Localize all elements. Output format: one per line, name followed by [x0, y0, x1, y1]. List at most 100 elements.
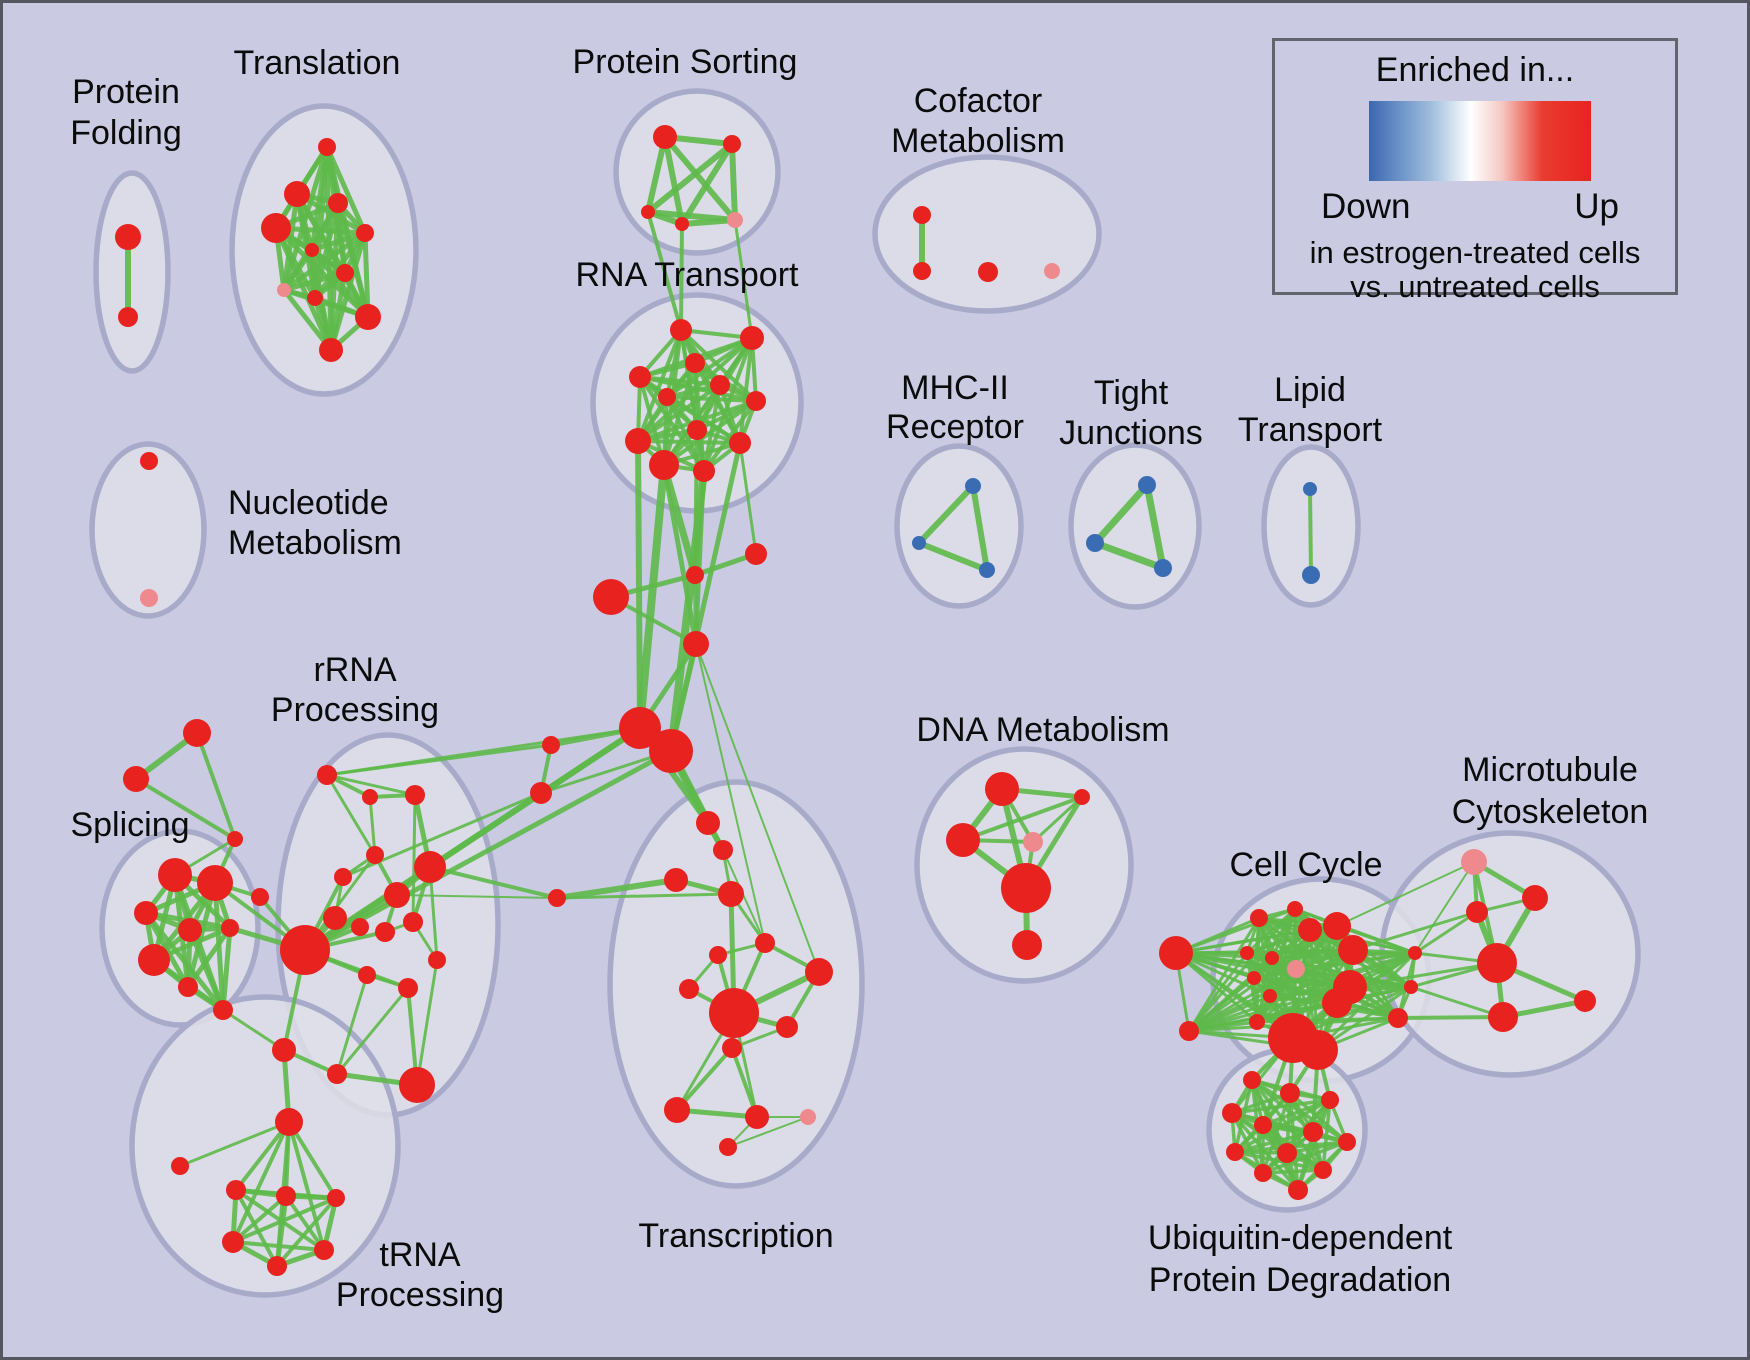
gene-set-node[interactable] — [1226, 1143, 1244, 1161]
gene-set-node[interactable] — [272, 1038, 296, 1062]
gene-set-node[interactable] — [1323, 912, 1351, 940]
gene-set-node[interactable] — [1338, 935, 1368, 965]
gene-set-node[interactable] — [267, 1256, 287, 1276]
gene-set-node[interactable] — [1249, 1014, 1265, 1030]
gene-set-node[interactable] — [718, 881, 744, 907]
gene-set-node[interactable] — [384, 882, 410, 908]
gene-set-node[interactable] — [178, 977, 198, 997]
gene-set-node[interactable] — [625, 428, 651, 454]
gene-set-node[interactable] — [1314, 1161, 1332, 1179]
gene-set-node[interactable] — [1461, 849, 1487, 875]
gene-set-node[interactable] — [1404, 980, 1418, 994]
gene-set-node[interactable] — [776, 1016, 798, 1038]
gene-set-node[interactable] — [727, 212, 743, 228]
gene-set-node[interactable] — [1280, 1083, 1300, 1103]
gene-set-node[interactable] — [138, 944, 170, 976]
gene-set-node[interactable] — [1265, 951, 1279, 965]
gene-set-node[interactable] — [729, 432, 751, 454]
gene-set-node[interactable] — [1250, 909, 1268, 927]
gene-set-node[interactable] — [1159, 936, 1193, 970]
gene-set-node[interactable] — [913, 262, 931, 280]
gene-set-node[interactable] — [334, 868, 352, 886]
gene-set-node[interactable] — [979, 562, 995, 578]
gene-set-node[interactable] — [1321, 1091, 1339, 1109]
gene-set-node[interactable] — [375, 922, 395, 942]
gene-set-node[interactable] — [1322, 988, 1352, 1018]
gene-set-node[interactable] — [530, 782, 552, 804]
gene-set-node[interactable] — [115, 224, 141, 250]
gene-set-node[interactable] — [693, 460, 715, 482]
gene-set-node[interactable] — [686, 566, 704, 584]
gene-set-node[interactable] — [323, 906, 347, 930]
gene-set-node[interactable] — [222, 1231, 244, 1253]
gene-set-node[interactable] — [1408, 946, 1422, 960]
gene-set-node[interactable] — [1243, 1071, 1261, 1089]
gene-set-node[interactable] — [746, 391, 766, 411]
gene-set-node[interactable] — [641, 205, 655, 219]
gene-set-node[interactable] — [327, 1064, 347, 1084]
gene-set-node[interactable] — [183, 719, 211, 747]
gene-set-node[interactable] — [913, 206, 931, 224]
gene-set-node[interactable] — [649, 729, 693, 773]
gene-set-node[interactable] — [328, 193, 348, 213]
gene-set-node[interactable] — [171, 1157, 189, 1175]
gene-set-node[interactable] — [356, 224, 374, 242]
gene-set-node[interactable] — [745, 1105, 769, 1129]
gene-set-node[interactable] — [414, 851, 446, 883]
gene-set-node[interactable] — [1240, 946, 1254, 960]
gene-set-node[interactable] — [1287, 901, 1303, 917]
gene-set-node[interactable] — [1277, 1143, 1297, 1163]
gene-set-node[interactable] — [358, 966, 376, 984]
gene-set-node[interactable] — [1303, 1122, 1323, 1142]
gene-set-node[interactable] — [314, 1240, 334, 1260]
gene-set-node[interactable] — [1287, 960, 1305, 978]
gene-set-node[interactable] — [740, 326, 764, 350]
gene-set-node[interactable] — [670, 319, 692, 341]
gene-set-node[interactable] — [709, 988, 759, 1038]
gene-set-node[interactable] — [1138, 476, 1156, 494]
gene-set-node[interactable] — [664, 1097, 690, 1123]
gene-set-node[interactable] — [227, 831, 243, 847]
gene-set-node[interactable] — [305, 243, 319, 257]
gene-set-node[interactable] — [710, 375, 730, 395]
gene-set-node[interactable] — [548, 889, 566, 907]
gene-set-node[interactable] — [985, 772, 1019, 806]
gene-set-node[interactable] — [653, 125, 677, 149]
gene-set-node[interactable] — [1222, 1103, 1242, 1123]
gene-set-node[interactable] — [1522, 885, 1548, 911]
gene-set-node[interactable] — [428, 951, 446, 969]
gene-set-node[interactable] — [619, 707, 661, 749]
gene-set-node[interactable] — [593, 579, 629, 615]
gene-set-node[interactable] — [719, 1138, 737, 1156]
gene-set-node[interactable] — [805, 958, 833, 986]
gene-set-node[interactable] — [123, 766, 149, 792]
gene-set-node[interactable] — [351, 918, 369, 936]
gene-set-node[interactable] — [679, 979, 699, 999]
gene-set-node[interactable] — [683, 631, 709, 657]
gene-set-node[interactable] — [362, 789, 378, 805]
gene-set-node[interactable] — [1388, 1008, 1408, 1028]
gene-set-node[interactable] — [709, 946, 727, 964]
gene-set-node[interactable] — [1001, 863, 1051, 913]
gene-set-node[interactable] — [213, 1000, 233, 1020]
gene-set-node[interactable] — [319, 338, 343, 362]
gene-set-node[interactable] — [1074, 789, 1090, 805]
gene-set-node[interactable] — [405, 785, 425, 805]
gene-set-node[interactable] — [1298, 918, 1322, 942]
gene-set-node[interactable] — [946, 823, 980, 857]
gene-set-node[interactable] — [664, 868, 688, 892]
gene-set-node[interactable] — [1488, 1002, 1518, 1032]
gene-set-node[interactable] — [1012, 930, 1042, 960]
gene-set-node[interactable] — [1466, 901, 1488, 923]
gene-set-node[interactable] — [745, 543, 767, 565]
gene-set-node[interactable] — [713, 840, 733, 860]
gene-set-node[interactable] — [398, 978, 418, 998]
gene-set-node[interactable] — [1338, 1133, 1356, 1151]
gene-set-node[interactable] — [118, 307, 138, 327]
gene-set-node[interactable] — [1044, 263, 1060, 279]
gene-set-node[interactable] — [134, 901, 158, 925]
gene-set-node[interactable] — [327, 1189, 345, 1207]
gene-set-node[interactable] — [1288, 1180, 1308, 1200]
gene-set-node[interactable] — [542, 736, 560, 754]
gene-set-node[interactable] — [140, 589, 158, 607]
